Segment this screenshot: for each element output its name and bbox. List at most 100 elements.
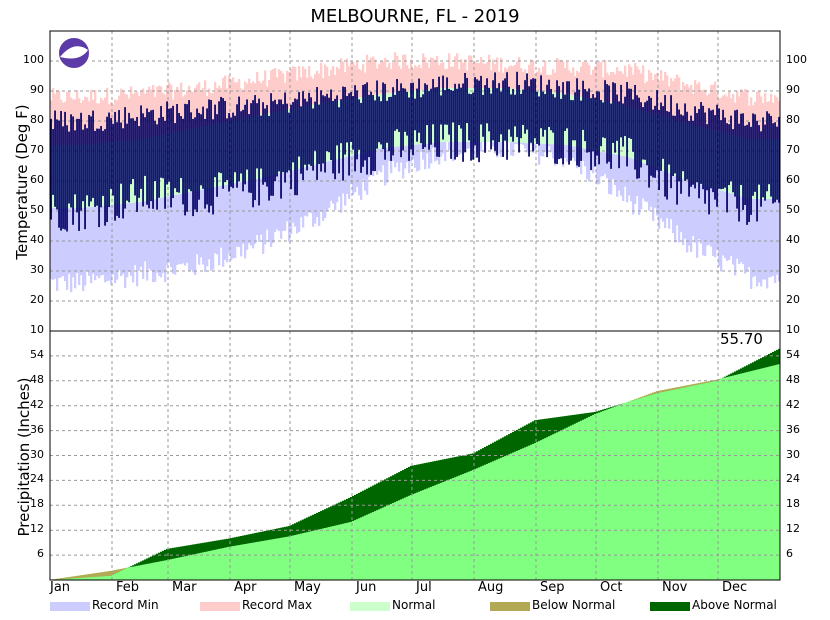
- record-max-bar: [522, 72, 525, 90]
- normal-precip-bar: [132, 566, 135, 580]
- observed-temp-bar: [662, 106, 664, 159]
- normal-precip-bar: [552, 434, 555, 580]
- above-normal-bar: [560, 416, 563, 431]
- normal-precip-bar: [680, 386, 683, 580]
- above-normal-bar: [748, 364, 751, 372]
- normal-precip-bar: [768, 366, 771, 580]
- observed-temp-bar: [388, 97, 390, 152]
- normal-precip-bar: [550, 435, 553, 580]
- record-max-bar: [120, 88, 123, 142]
- observed-temp-bar: [558, 86, 560, 160]
- normal-precip-bar: [706, 381, 709, 580]
- below-normal-bar: [646, 394, 649, 397]
- normal-precip-bar: [308, 531, 311, 580]
- observed-temp-bar: [258, 98, 260, 206]
- normal-precip-bar: [758, 369, 761, 580]
- record-min-bar: [386, 147, 389, 183]
- temp-tick-label-right: 80: [786, 113, 800, 126]
- observed-temp-bar: [142, 113, 144, 207]
- normal-precip-bar: [418, 491, 421, 580]
- observed-temp-bar: [322, 95, 324, 164]
- record-max-bar: [76, 90, 79, 145]
- observed-temp-bar: [518, 85, 520, 153]
- record-min-bar: [420, 144, 423, 152]
- observed-temp-bar: [88, 114, 90, 207]
- record-max-bar: [196, 84, 199, 128]
- record-min-bar: [358, 153, 361, 196]
- normal-precip-bar: [630, 400, 633, 580]
- observed-temp-bar: [622, 103, 624, 147]
- record-max-bar: [132, 94, 135, 140]
- normal-precip-bar: [192, 554, 195, 580]
- record-min-bar: [314, 164, 317, 224]
- above-normal-bar: [462, 455, 465, 475]
- above-normal-bar: [152, 555, 155, 563]
- observed-temp-bar: [550, 88, 552, 131]
- observed-temp-bar: [270, 93, 272, 196]
- observed-temp-bar: [508, 86, 510, 130]
- observed-temp-bar: [740, 113, 742, 185]
- record-min-bar: [582, 148, 585, 161]
- normal-precip-bar: [336, 525, 339, 580]
- record-min-bar: [684, 179, 687, 239]
- normal-precip-bar: [580, 420, 583, 580]
- record-min-bar: [680, 177, 683, 233]
- above-normal-bar: [602, 409, 605, 412]
- observed-temp-bar: [306, 101, 308, 171]
- normal-precip-bar: [604, 410, 607, 580]
- normal-precip-bar: [366, 514, 369, 580]
- normal-precip-bar: [166, 560, 169, 580]
- observed-temp-bar: [150, 110, 152, 202]
- normal-precip-bar: [620, 404, 623, 580]
- normal-precip-bar: [738, 374, 741, 580]
- above-normal-bar: [728, 374, 731, 377]
- record-max-bar: [536, 71, 539, 92]
- record-min-bar: [328, 161, 331, 208]
- record-max-bar: [658, 80, 661, 116]
- record-min-bar: [330, 160, 333, 201]
- record-max-bar: [738, 96, 741, 137]
- normal-precip-bar: [256, 541, 259, 580]
- observed-temp-bar: [626, 82, 628, 167]
- record-max-bar: [478, 62, 481, 88]
- above-normal-bar: [394, 474, 397, 503]
- above-normal-bar: [778, 348, 781, 365]
- record-max-bar: [746, 91, 749, 139]
- record-max-bar: [212, 92, 215, 125]
- observed-temp-bar: [54, 110, 56, 207]
- observed-temp-bar: [570, 100, 572, 161]
- observed-temp-bar: [526, 73, 528, 130]
- record-max-bar: [496, 57, 499, 88]
- record-max-bar: [682, 82, 685, 123]
- record-max-bar: [102, 100, 105, 143]
- observed-temp-bar: [64, 111, 66, 230]
- normal-precip-bar: [164, 560, 167, 580]
- above-normal-bar: [576, 414, 579, 423]
- normal-precip-bar: [688, 384, 691, 580]
- observed-temp-bar: [560, 98, 562, 159]
- legend-swatch: [490, 602, 530, 611]
- observed-temp-bar: [372, 95, 374, 171]
- record-min-bar: [586, 148, 589, 180]
- below-normal-bar: [694, 383, 697, 386]
- record-min-bar: [614, 154, 617, 186]
- record-min-bar: [50, 208, 53, 280]
- normal-precip-bar: [624, 402, 627, 580]
- temp-tick-label-right: 20: [786, 293, 800, 306]
- record-max-bar: [340, 58, 343, 101]
- record-max-bar: [156, 86, 159, 136]
- record-max-bar: [586, 62, 589, 98]
- observed-temp-bar: [188, 100, 190, 190]
- above-normal-bar: [210, 541, 213, 551]
- normal-precip-bar: [162, 560, 165, 580]
- above-normal-bar: [198, 543, 201, 554]
- record-max-bar: [564, 67, 567, 94]
- record-min-bar: [448, 142, 451, 151]
- record-min-bar: [690, 181, 693, 253]
- normal-precip-bar: [286, 536, 289, 580]
- below-normal-bar: [652, 392, 655, 395]
- record-min-bar: [524, 142, 527, 149]
- record-max-bar: [306, 77, 309, 106]
- normal-precip-bar: [612, 407, 615, 580]
